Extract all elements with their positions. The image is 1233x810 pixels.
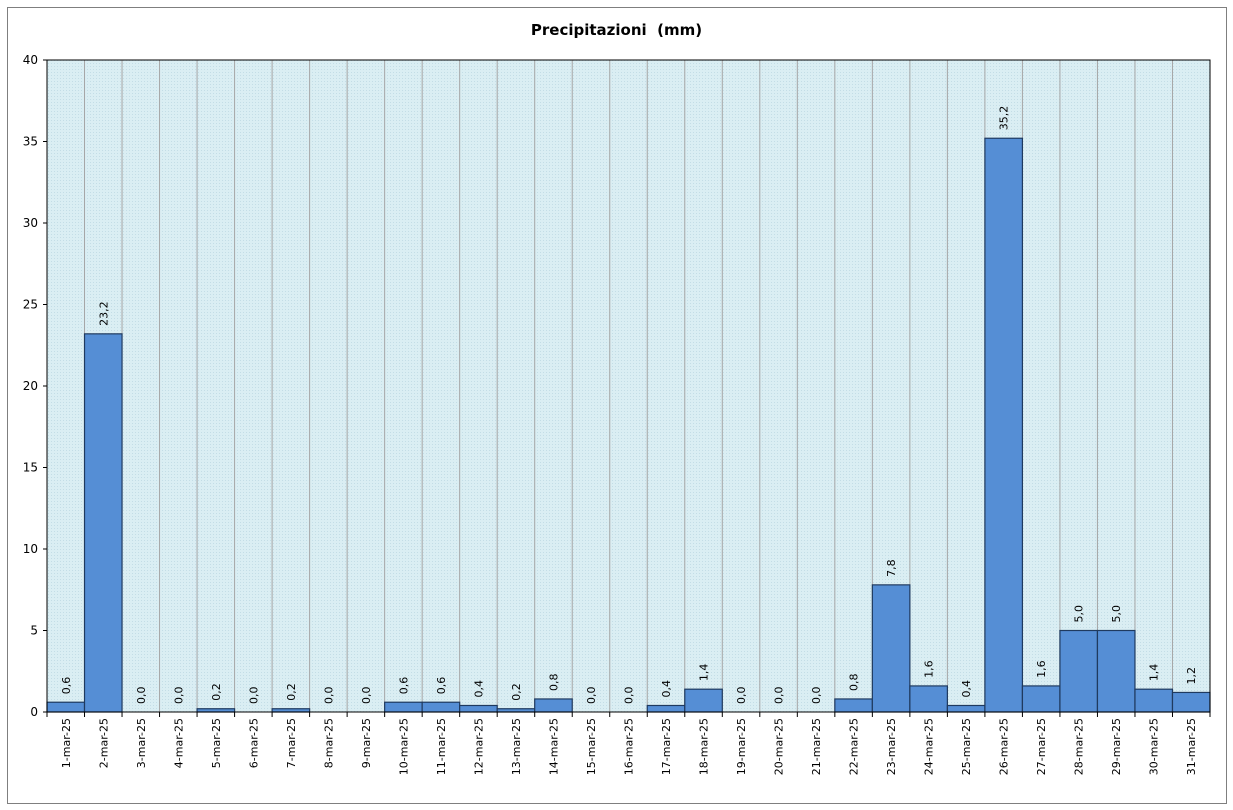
y-tick-label: 10 (23, 542, 38, 556)
y-axis-ticks: 0 5 10 15 20 25 30 35 40 (23, 53, 47, 719)
bar (1171, 691, 1211, 713)
x-tick-label: 13-mar-25 (510, 718, 523, 775)
data-label: 23,2 (97, 301, 110, 326)
y-tick-label: 30 (23, 216, 38, 230)
data-label: 1,6 (923, 660, 936, 678)
data-label: 0,0 (623, 687, 636, 705)
data-labels: 0,6 23,2 0,0 0,0 0,2 0,0 0,2 0,0 0,0 0,6 0,6 0,4 0,2… (60, 106, 1198, 704)
x-tick-label: 7-mar-25 (285, 718, 298, 768)
y-tick-label: 35 (23, 135, 38, 149)
x-tick-label: 19-mar-25 (735, 718, 748, 775)
data-label: 0,2 (210, 683, 223, 701)
x-axis-ticks: 1-mar-25 2-mar-25 3-mar-25 4-mar-25 5-mar-25… (46, 712, 1211, 775)
bar (871, 584, 911, 713)
y-tick-label: 0 (30, 705, 38, 719)
y-tick-label: 40 (23, 53, 38, 67)
plot-background (47, 60, 1210, 712)
data-label: 0,0 (773, 687, 786, 705)
x-tick-label: 24-mar-25 (923, 718, 936, 775)
bar (421, 701, 461, 713)
data-label: 0,0 (135, 687, 148, 705)
data-label: 0,2 (510, 683, 523, 701)
x-tick-label: 30-mar-25 (1148, 718, 1161, 775)
x-tick-label: 1-mar-25 (60, 718, 73, 768)
x-tick-label: 21-mar-25 (810, 718, 823, 775)
data-label: 7,8 (885, 559, 898, 577)
x-tick-label: 18-mar-25 (698, 718, 711, 775)
data-label: 0,4 (472, 680, 485, 698)
x-tick-label: 16-mar-25 (623, 718, 636, 775)
x-tick-label: 8-mar-25 (322, 718, 335, 768)
x-tick-label: 9-mar-25 (360, 718, 373, 768)
x-tick-label: 31-mar-25 (1185, 718, 1198, 775)
bar (984, 137, 1024, 713)
x-tick-label: 26-mar-25 (998, 718, 1011, 775)
y-tick-label: 5 (30, 624, 38, 638)
x-tick-label: 15-mar-25 (585, 718, 598, 775)
x-tick-label: 11-mar-25 (435, 718, 448, 775)
y-tick-label: 20 (23, 379, 38, 393)
x-tick-label: 17-mar-25 (660, 718, 673, 775)
data-label: 0,0 (735, 687, 748, 705)
y-tick-label: 25 (23, 298, 38, 312)
data-label: 5,0 (1073, 605, 1086, 623)
chart-title: Precipitazioni (mm) (530, 21, 703, 39)
plot-area (47, 60, 1210, 712)
data-label: 1,2 (1185, 667, 1198, 685)
bar (684, 688, 723, 713)
data-label: 5,0 (1110, 605, 1123, 623)
data-label: 0,0 (810, 687, 823, 705)
x-tick-label: 5-mar-25 (210, 718, 223, 768)
bar (1059, 629, 1099, 713)
bar-series (46, 137, 1211, 713)
x-tick-label: 29-mar-25 (1110, 718, 1123, 775)
data-label: 1,4 (1148, 664, 1161, 682)
bar (909, 685, 948, 713)
x-tick-label: 25-mar-25 (960, 718, 973, 775)
x-tick-label: 23-mar-25 (885, 718, 898, 775)
data-label: 0,8 (547, 673, 560, 691)
data-label: 35,2 (998, 106, 1011, 131)
data-label: 0,2 (285, 683, 298, 701)
bar (384, 701, 423, 713)
bar (646, 704, 686, 713)
data-label: 0,8 (848, 673, 861, 691)
data-label: 1,6 (1035, 660, 1048, 678)
bar (834, 698, 873, 713)
bar (1134, 688, 1174, 713)
x-tick-label: 12-mar-25 (472, 718, 485, 775)
x-tick-label: 28-mar-25 (1073, 718, 1086, 775)
x-tick-label: 3-mar-25 (135, 718, 148, 768)
y-tick-label: 15 (23, 461, 38, 475)
bar (534, 698, 573, 713)
x-tick-label: 4-mar-25 (172, 718, 185, 768)
data-label: 0,6 (435, 677, 448, 695)
data-label: 0,0 (247, 687, 260, 705)
bar (1021, 685, 1061, 713)
bar (1096, 629, 1136, 713)
data-label: 0,6 (397, 677, 410, 695)
x-tick-label: 20-mar-25 (773, 718, 786, 775)
bar (946, 704, 986, 713)
data-label: 0,6 (60, 677, 73, 695)
x-tick-label: 14-mar-25 (547, 718, 560, 775)
x-tick-label: 2-mar-25 (97, 718, 110, 768)
bar (83, 333, 123, 713)
x-tick-label: 27-mar-25 (1035, 718, 1048, 775)
bar (459, 704, 498, 713)
x-tick-label: 10-mar-25 (397, 718, 410, 775)
data-label: 1,4 (698, 664, 711, 682)
bar (46, 701, 86, 713)
data-label: 0,4 (960, 680, 973, 698)
data-label: 0,0 (585, 687, 598, 705)
data-label: 0,0 (360, 687, 373, 705)
x-tick-label: 6-mar-25 (247, 718, 260, 768)
data-label: 0,4 (660, 680, 673, 698)
data-label: 0,0 (322, 687, 335, 705)
x-tick-label: 22-mar-25 (848, 718, 861, 775)
data-label: 0,0 (172, 687, 185, 705)
